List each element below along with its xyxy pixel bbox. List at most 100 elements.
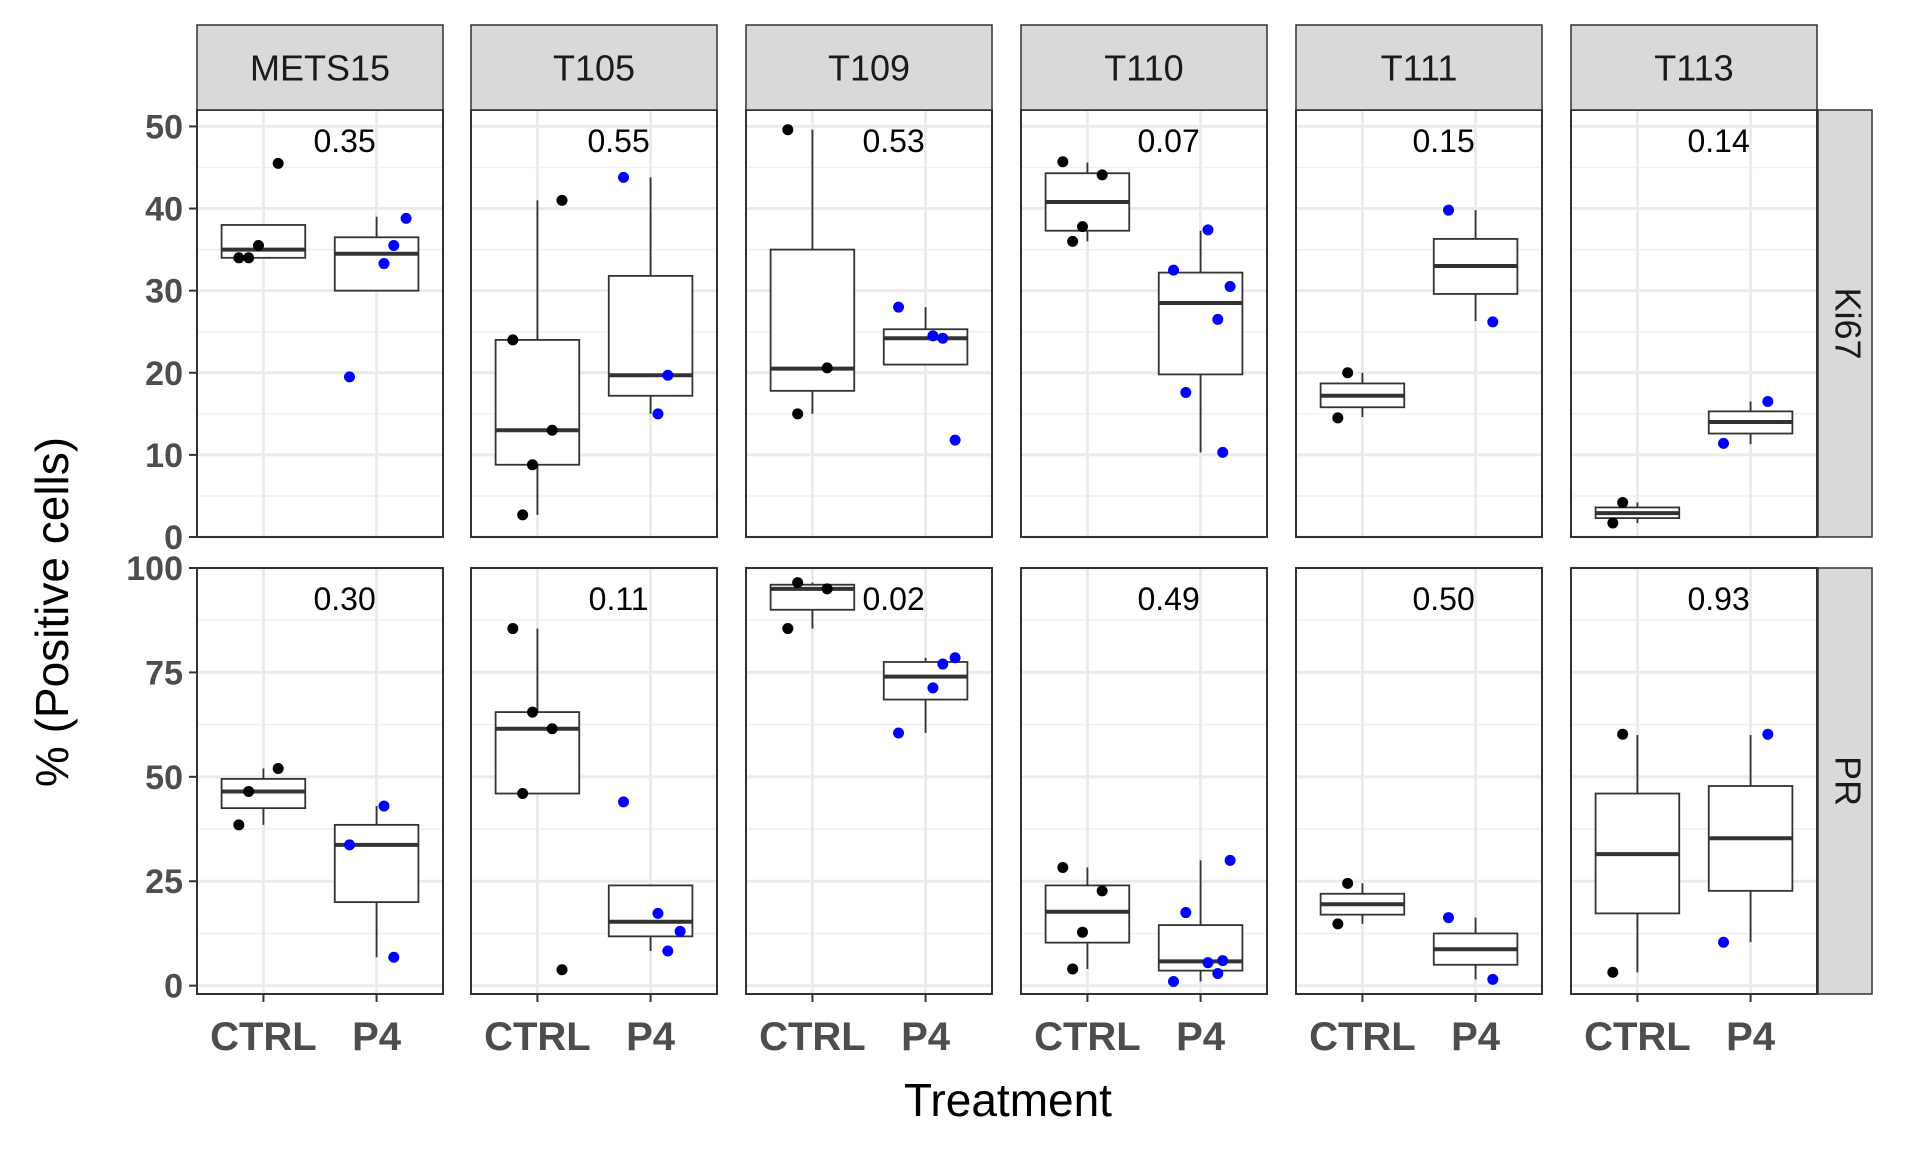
data-point-ctrl: [1342, 877, 1354, 889]
p-value-label: 0.93: [1687, 581, 1749, 617]
strip-t113: [1570, 24, 1818, 111]
data-point-p4: [893, 301, 905, 313]
data-point-p4: [388, 951, 400, 963]
data-point-ctrl: [1617, 497, 1629, 509]
data-point-ctrl: [546, 424, 558, 436]
data-point-ctrl: [517, 788, 529, 800]
data-point-ctrl: [1057, 861, 1069, 873]
panel-pr-t109: 0.02: [745, 567, 993, 995]
p-value-label: 0.35: [313, 123, 375, 159]
data-point-p4: [1443, 204, 1455, 216]
data-point-ctrl: [243, 252, 255, 264]
data-point-ctrl: [233, 819, 245, 831]
data-point-ctrl: [792, 408, 804, 420]
data-point-ctrl: [546, 723, 558, 735]
x-tick-label: CTRL: [759, 1015, 866, 1059]
data-point-p4: [1487, 973, 1499, 985]
strip-label-t105: T105: [553, 48, 635, 89]
panel-border: [470, 567, 718, 995]
axis-layer: Treatment % (Positive cells) 0 10 20 30 40 50…: [26, 108, 1776, 1126]
box-ctrl: [494, 339, 581, 466]
panel-pr-t111: 0.50: [1295, 567, 1543, 995]
data-point-p4: [1217, 446, 1229, 458]
panel-layer: 0.35 0.55 0.53 0.07 0.15 0.14 0.30 0.11 0.02 0.49…: [196, 109, 1818, 995]
panel-ki67-t109: 0.53: [745, 109, 993, 538]
x-tick-label: P4: [901, 1015, 951, 1059]
box-ctrl: [494, 711, 581, 795]
p-value-label: 0.49: [1137, 581, 1199, 617]
box-ctrl: [220, 224, 307, 259]
data-point-p4: [949, 652, 961, 664]
x-tick-label: P4: [1451, 1015, 1501, 1059]
data-point-p4: [927, 682, 939, 694]
data-point-p4: [378, 258, 390, 270]
data-point-ctrl: [1077, 926, 1088, 938]
data-point-p4: [388, 239, 400, 251]
strip-label-t113: T113: [1654, 48, 1733, 89]
data-point-ctrl: [233, 252, 245, 264]
strip-pr: [1817, 567, 1873, 995]
data-point-p4: [652, 408, 664, 420]
data-point-p4: [674, 925, 686, 937]
x-tick-label: P4: [1726, 1015, 1776, 1059]
p-value-label: 0.55: [587, 123, 649, 159]
strip-label-t110: T110: [1104, 48, 1183, 89]
data-point-ctrl: [1332, 412, 1344, 424]
panel-pr-t113: 0.93: [1570, 567, 1818, 995]
data-point-ctrl: [821, 583, 833, 595]
panel-border: [1020, 567, 1268, 995]
box-p4: [333, 236, 420, 292]
data-point-ctrl: [556, 194, 568, 206]
y-tick-label: 20: [145, 355, 183, 393]
box-p4: [607, 274, 694, 397]
panel-pr-mets15: 0.30: [196, 567, 444, 995]
y-tick-label: 0: [164, 968, 183, 1006]
x-tick-label: P4: [626, 1015, 676, 1059]
panel-background: [1571, 568, 1817, 994]
strip-t110: [1020, 24, 1268, 111]
data-point-ctrl: [243, 785, 255, 797]
data-point-p4: [662, 369, 674, 381]
data-point-ctrl: [1607, 966, 1619, 978]
data-point-ctrl: [1067, 963, 1079, 975]
panel-grid-layer: [197, 110, 1817, 994]
p-value-label: 0.15: [1412, 123, 1474, 159]
data-point-p4: [344, 839, 356, 851]
data-point-p4: [1168, 264, 1180, 276]
p-value-label: 0.11: [589, 581, 649, 617]
y-tick-label: 50: [145, 108, 183, 146]
data-point-ctrl: [517, 509, 529, 521]
p-value-label: 0.30: [313, 581, 375, 617]
p-value-label: 0.53: [862, 123, 924, 159]
x-tick-label: CTRL: [1034, 1015, 1141, 1059]
data-point-p4: [1202, 224, 1214, 236]
data-point-p4: [1224, 854, 1236, 866]
data-point-p4: [949, 434, 961, 446]
data-point-ctrl: [1077, 221, 1088, 233]
data-point-p4: [618, 171, 630, 183]
data-point-ctrl: [507, 623, 519, 635]
p-value-label: 0.07: [1137, 123, 1199, 159]
panel-background: [1571, 110, 1817, 537]
y-tick-label: 50: [145, 759, 183, 797]
strip-ki67: [1817, 109, 1873, 538]
x-axis-title: Treatment: [904, 1074, 1112, 1126]
strip-label-pr: PR: [1827, 756, 1868, 806]
data-point-ctrl: [1342, 367, 1354, 379]
box-p4: [333, 823, 420, 904]
data-point-p4: [662, 945, 674, 957]
strip-label-t111: T111: [1381, 48, 1458, 89]
box-p4: [882, 328, 969, 366]
panel-background: [1296, 568, 1542, 994]
y-tick-label: 25: [145, 863, 183, 901]
strip-label-mets15: METS15: [250, 48, 390, 89]
p-value-label: 0.14: [1687, 123, 1749, 159]
panel-pr-t110: 0.49: [1020, 567, 1268, 995]
data-point-p4: [937, 658, 949, 670]
panel-pr-t105: 0.11: [470, 567, 718, 995]
box-p4: [1157, 924, 1244, 972]
panel-border: [1295, 567, 1543, 995]
x-tick-label: CTRL: [484, 1015, 591, 1059]
data-point-p4: [1718, 437, 1730, 449]
data-point-p4: [1212, 968, 1224, 980]
